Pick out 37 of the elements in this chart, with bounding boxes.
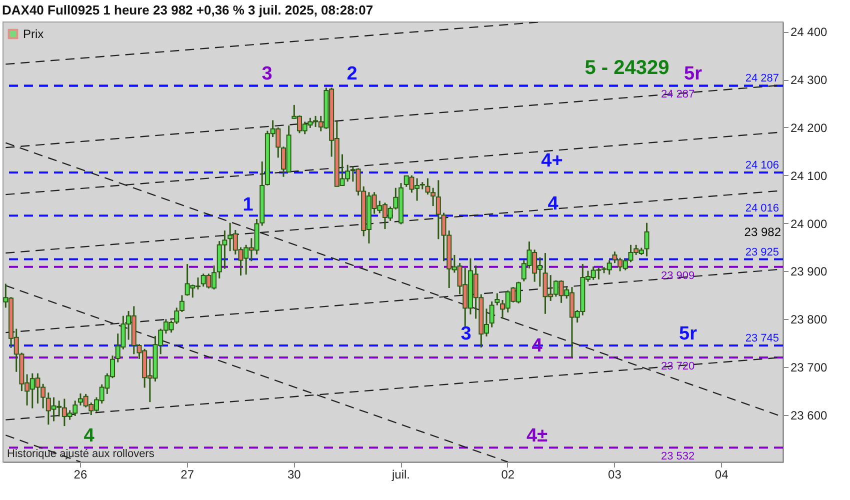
annotation: Historique ajusté aux rollovers	[7, 448, 155, 460]
y-tick-label: 23 800	[790, 312, 828, 327]
annotation: 2	[346, 64, 358, 85]
y-tick-label: 24 200	[790, 120, 828, 135]
annotation: 5r	[679, 324, 698, 345]
ref-line-label: 24 016	[745, 202, 779, 215]
y-tick-label: 24 100	[790, 168, 828, 183]
y-tick-label: 23 900	[790, 264, 828, 279]
x-tick-label: 26	[74, 468, 88, 482]
y-tick-label: 24 300	[790, 73, 828, 88]
x-tick-label: 04	[714, 468, 729, 482]
legend-label: Prix	[23, 27, 44, 41]
x-tick-label: 27	[180, 468, 194, 482]
x-tick-label: 30	[287, 468, 302, 482]
annotation: 4+	[541, 150, 563, 172]
x-tick-label: 02	[501, 468, 515, 482]
annotation: 4	[548, 194, 559, 215]
y-tick-label: 24 000	[790, 216, 828, 231]
ref-line-label: 24 106	[745, 160, 779, 172]
chart-title: DAX40 Full0925 1 heure 23 982 +0,36 % 3 juil. 2025, 08:28:07	[2, 2, 374, 18]
annotation: 4±	[526, 426, 548, 447]
y-tick-label: 23 700	[790, 360, 828, 375]
annotation: 1	[242, 194, 254, 216]
annotation: 3	[460, 324, 472, 345]
x-tick-label: juil.	[391, 468, 410, 482]
ref-line-label: 24 287	[745, 72, 779, 85]
x-tick-label: 03	[608, 468, 622, 482]
ref-line-label: 23 925	[745, 246, 779, 258]
ref-line-label: 23 745	[745, 332, 779, 345]
y-tick-label: 23 600	[790, 408, 828, 423]
y-tick-label: 24 400	[790, 25, 828, 40]
annotation: 3	[262, 64, 272, 85]
annotation: 5 - 24329	[584, 57, 670, 79]
annotation: 5r	[684, 64, 703, 85]
ref-line-label: 23 532	[661, 450, 695, 463]
annotation: 4	[84, 426, 95, 447]
annotation: 23 982	[744, 225, 782, 239]
